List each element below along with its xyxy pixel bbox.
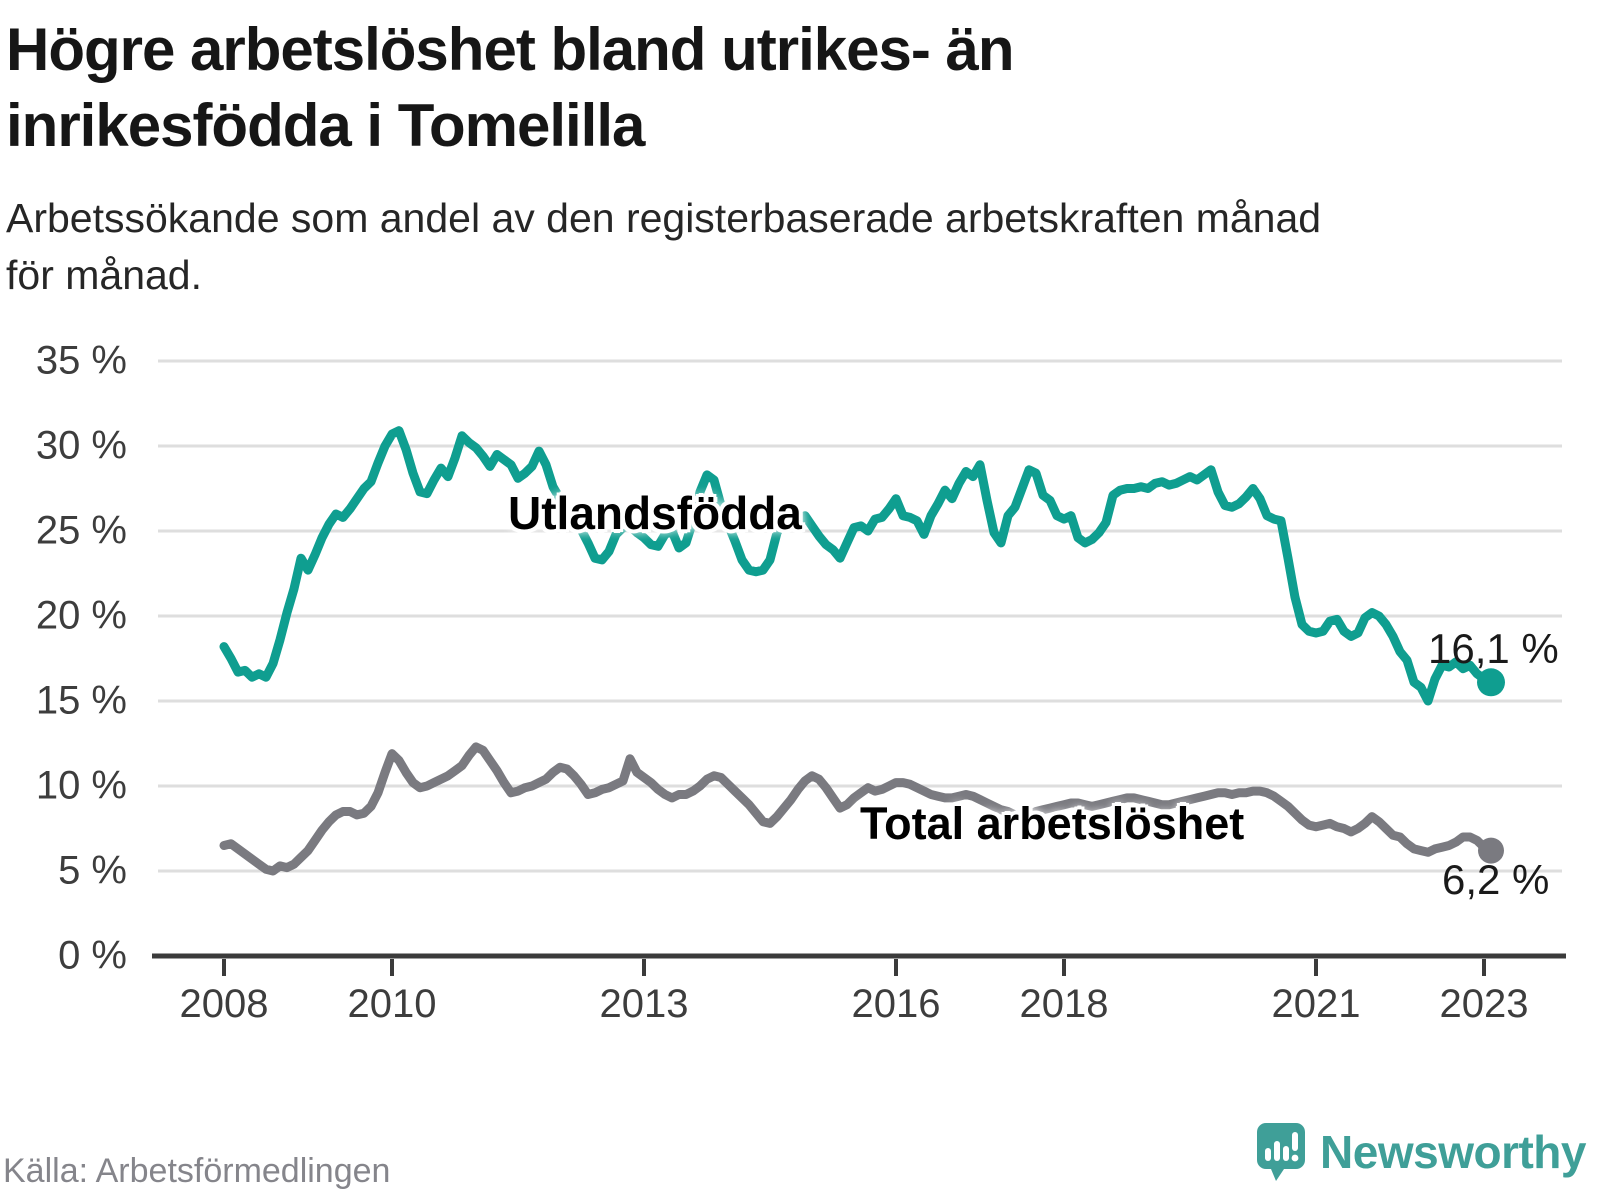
subtitle-line-1: Arbetssökande som andel av den registerb… [6,195,1322,241]
title-line-1: Högre arbetslöshet bland utrikes- än [6,16,1015,83]
title-line-2: inrikesfödda i Tomelilla [6,92,645,159]
page-title: Högre arbetslöshet bland utrikes- än inr… [6,12,1566,164]
end-value-utlandsfodda: 16,1 % [1428,625,1559,672]
newsworthy-logo: Newsworthy [1256,1122,1586,1182]
y-axis-label-35: 35 % [35,338,127,383]
end-value-total-arbetsloshet: 6,2 % [1442,856,1550,903]
x-axis-label-2018: 2018 [1019,982,1109,1026]
y-axis-label-25: 25 % [35,508,127,553]
newsworthy-wordmark: Newsworthy [1320,1126,1586,1178]
chart-subtitle: Arbetssökande som andel av den registerb… [6,190,1586,304]
x-axis-label-2010: 2010 [347,982,437,1026]
series-label-total-arbetsloshet: Total arbetslöshet [860,798,1245,849]
x-axis-label-2016: 2016 [851,982,941,1026]
line-Total arbetslöshet [219,742,1496,876]
subtitle-line-2: för månad. [6,252,202,298]
y-axis-label-0: 0 % [58,933,127,978]
source-note: Källa: Arbetsförmedlingen [3,1152,391,1190]
end-dot-Total arbetslöshet [1478,837,1504,864]
x-axis-label-2013: 2013 [599,982,689,1026]
newsworthy-logo-icon [1257,1123,1306,1181]
y-axis-label-15: 15 % [35,678,127,723]
x-axis-label-2023: 2023 [1439,982,1529,1026]
x-axis-label-2021: 2021 [1271,982,1361,1026]
series-label-utlandsfodda: Utlandsfödda [508,487,802,539]
y-axis-label-10: 10 % [35,763,127,808]
y-axis-label-20: 20 % [35,593,127,638]
y-axis-label-5: 5 % [58,848,127,893]
end-dot-Utlandsfödda [1477,668,1505,697]
x-axis-label-2008: 2008 [179,982,269,1026]
y-axis-label-30: 30 % [35,423,127,468]
line-Utlandsfödda [219,426,1496,706]
